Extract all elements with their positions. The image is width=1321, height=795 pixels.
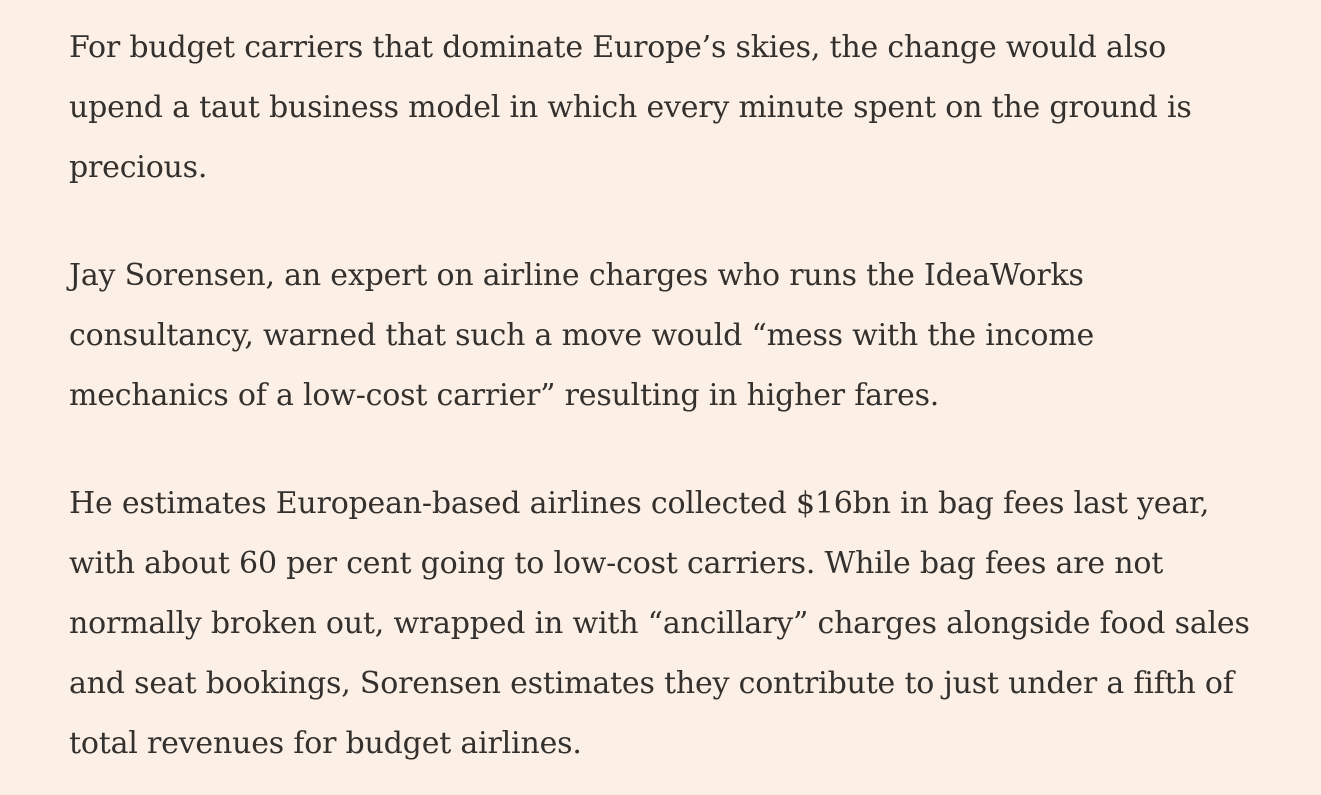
text-line: precious. [69,150,208,185]
text-line: He estimates European-based airlines col… [69,486,1210,521]
paragraph-jay-sorensen: Jay Sorensen, an expert on airline charg… [69,246,1309,426]
article-body: For budget carriers that dominate Europe… [69,18,1309,774]
text-line: mechanics of a low-cost carrier” resulti… [69,378,940,413]
text-line: total revenues for budget airlines. [69,726,582,761]
text-line: For budget carriers that dominate Europe… [69,30,1167,65]
paragraph-bag-fees: He estimates European-based airlines col… [69,474,1309,774]
text-line: normally broken out, wrapped in with “an… [69,606,1250,641]
text-line: upend a taut business model in which eve… [69,90,1192,125]
text-line: and seat bookings, Sorensen estimates th… [69,666,1234,701]
text-line: with about 60 per cent going to low-cost… [69,546,1164,581]
text-line: consultancy, warned that such a move wou… [69,318,1095,353]
text-line: Jay Sorensen, an expert on airline charg… [69,258,1084,293]
paragraph-budget-carriers: For budget carriers that dominate Europe… [69,18,1309,198]
